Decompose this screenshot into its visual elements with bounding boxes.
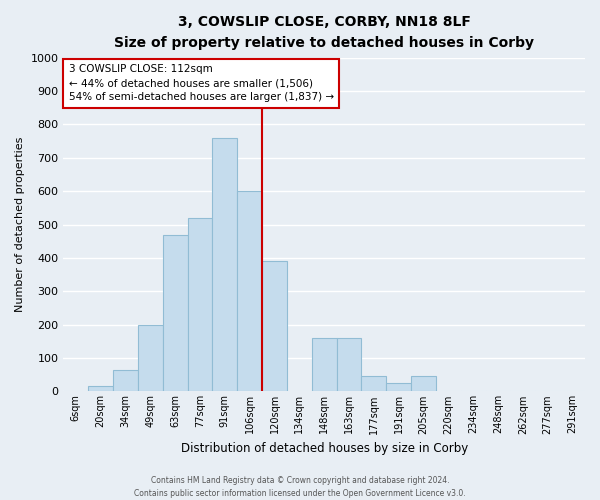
Bar bbox=[163, 234, 188, 392]
Bar bbox=[386, 383, 411, 392]
X-axis label: Distribution of detached houses by size in Corby: Distribution of detached houses by size … bbox=[181, 442, 468, 455]
Bar bbox=[212, 138, 237, 392]
Bar bbox=[237, 191, 262, 392]
Text: Contains HM Land Registry data © Crown copyright and database right 2024.
Contai: Contains HM Land Registry data © Crown c… bbox=[134, 476, 466, 498]
Text: 3 COWSLIP CLOSE: 112sqm
← 44% of detached houses are smaller (1,506)
54% of semi: 3 COWSLIP CLOSE: 112sqm ← 44% of detache… bbox=[68, 64, 334, 102]
Bar bbox=[262, 262, 287, 392]
Y-axis label: Number of detached properties: Number of detached properties bbox=[15, 137, 25, 312]
Title: 3, COWSLIP CLOSE, CORBY, NN18 8LF
Size of property relative to detached houses i: 3, COWSLIP CLOSE, CORBY, NN18 8LF Size o… bbox=[114, 15, 534, 50]
Bar bbox=[188, 218, 212, 392]
Bar bbox=[88, 386, 113, 392]
Bar bbox=[312, 338, 337, 392]
Bar bbox=[138, 324, 163, 392]
Bar bbox=[361, 376, 386, 392]
Bar bbox=[337, 338, 361, 392]
Bar bbox=[411, 376, 436, 392]
Bar bbox=[113, 370, 138, 392]
